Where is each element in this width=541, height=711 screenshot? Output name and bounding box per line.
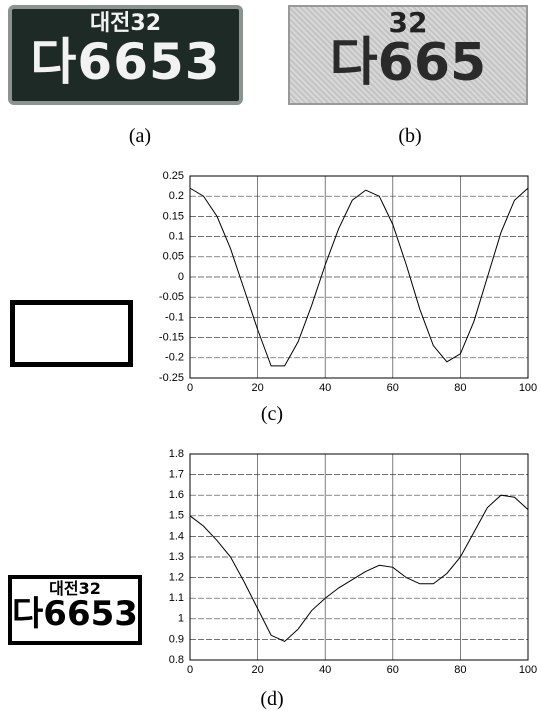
y-tick-label: 1	[178, 613, 184, 625]
y-tick-label: 1.8	[169, 448, 184, 460]
plate-region: 대전32	[89, 11, 162, 36]
y-tick-label: 1.2	[169, 572, 184, 584]
plate-number: 다6653	[12, 594, 138, 634]
y-tick-label: 0	[178, 271, 184, 283]
y-tick-label: 0.8	[169, 654, 184, 666]
y-tick-label: 1.7	[169, 469, 184, 481]
y-tick-label: 0.15	[163, 210, 184, 222]
y-tick-label: 1.4	[169, 530, 184, 542]
y-tick-label: 0.1	[169, 231, 184, 243]
x-tick-label: 0	[187, 664, 193, 676]
x-tick-label: 60	[387, 382, 399, 394]
blank-plate	[10, 300, 133, 367]
y-tick-label: 0.2	[169, 190, 184, 202]
plate-number: 다6653	[30, 33, 221, 91]
y-tick-label: -0.1	[165, 311, 184, 323]
y-tick-label: 0.9	[169, 633, 184, 645]
x-tick-label: 20	[251, 382, 263, 394]
plot-frame	[189, 175, 529, 379]
plate-image: 대전32 다6653	[8, 575, 142, 645]
y-tick-label: -0.25	[159, 372, 184, 384]
plate-image: 대전32 다6653	[8, 5, 243, 105]
plate-region: 32	[388, 6, 428, 39]
x-tick-label: 0	[187, 382, 193, 394]
x-tick-label: 100	[519, 664, 537, 676]
x-tick-label: 80	[454, 664, 466, 676]
y-tick-label: -0.05	[159, 291, 184, 303]
caption: (c)	[260, 403, 284, 425]
y-tick-label: 1.5	[169, 510, 184, 522]
y-tick-label: 1.1	[169, 592, 184, 604]
y-tick-label: 0.25	[163, 170, 184, 182]
y-tick-label: 1.6	[169, 489, 184, 501]
caption: (d)	[260, 688, 284, 710]
x-tick-label: 40	[319, 382, 331, 394]
data-line	[189, 494, 529, 643]
y-tick-label: -0.15	[159, 332, 184, 344]
y-tick-label: -0.2	[165, 352, 184, 364]
caption: (a)	[128, 125, 152, 147]
plate-image: 32 다665	[288, 5, 528, 105]
plate-number: 다665	[329, 33, 487, 93]
x-tick-label: 20	[251, 664, 263, 676]
x-tick-label: 60	[387, 664, 399, 676]
x-tick-label: 80	[454, 382, 466, 394]
data-line	[189, 187, 529, 367]
x-tick-label: 100	[519, 382, 537, 394]
caption: (b)	[398, 125, 422, 147]
y-tick-label: 1.3	[169, 551, 184, 563]
y-tick-label: 0.05	[163, 251, 184, 263]
x-tick-label: 40	[319, 664, 331, 676]
plot-frame	[189, 453, 529, 661]
plate-region: 대전32	[49, 579, 101, 598]
